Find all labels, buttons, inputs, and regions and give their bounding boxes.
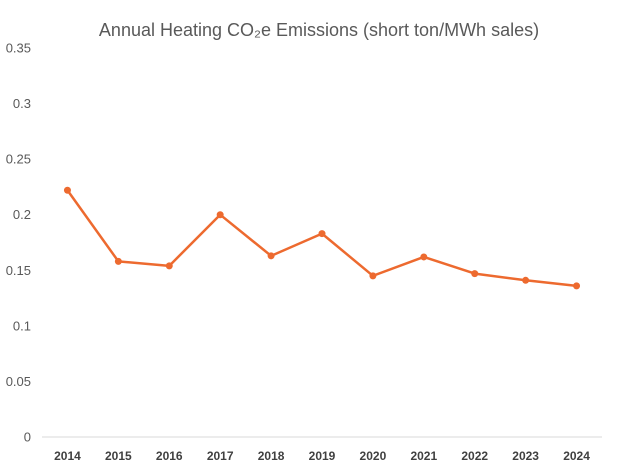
data-point [573, 282, 581, 290]
x-tick-label: 2024 [563, 449, 590, 463]
x-tick-label: 2020 [360, 449, 387, 463]
data-point [369, 272, 377, 280]
data-point [318, 230, 326, 238]
x-tick-label: 2017 [207, 449, 234, 463]
data-point [420, 253, 428, 261]
y-tick-label: 0.3 [13, 96, 31, 111]
data-point [165, 262, 173, 270]
data-point [114, 257, 122, 265]
x-tick-label: 2014 [54, 449, 81, 463]
y-tick-label: 0.2 [13, 207, 31, 222]
y-tick-label: 0.15 [6, 263, 31, 278]
data-point [267, 252, 275, 260]
x-tick-label: 2021 [410, 449, 437, 463]
x-tick-label: 2019 [309, 449, 336, 463]
y-tick-label: 0.1 [13, 318, 31, 333]
chart-title: Annual Heating CO₂e Emissions (short ton… [98, 20, 540, 40]
data-point [522, 276, 530, 284]
series-layer [63, 186, 581, 290]
data-point [216, 211, 224, 219]
series-line [66, 189, 578, 288]
y-tick-label: 0.05 [6, 374, 31, 389]
y-tick-label: 0 [24, 430, 31, 445]
y-tick-label: 0.35 [6, 41, 31, 56]
data-point [63, 186, 71, 194]
x-tick-label: 2022 [461, 449, 488, 463]
x-tick-label: 2018 [258, 449, 285, 463]
y-tick-label: 0.25 [6, 152, 31, 167]
x-tick-label: 2016 [156, 449, 183, 463]
y-axis-labels: 0 0.05 0.1 0.15 0.2 0.25 0.3 0.35 [6, 41, 31, 445]
x-tick-label: 2015 [105, 449, 132, 463]
x-axis-labels: 2014 2015 2016 2017 2018 2019 2020 2021 2022 2023… [54, 449, 590, 463]
data-point [471, 270, 479, 278]
x-tick-label: 2023 [512, 449, 539, 463]
